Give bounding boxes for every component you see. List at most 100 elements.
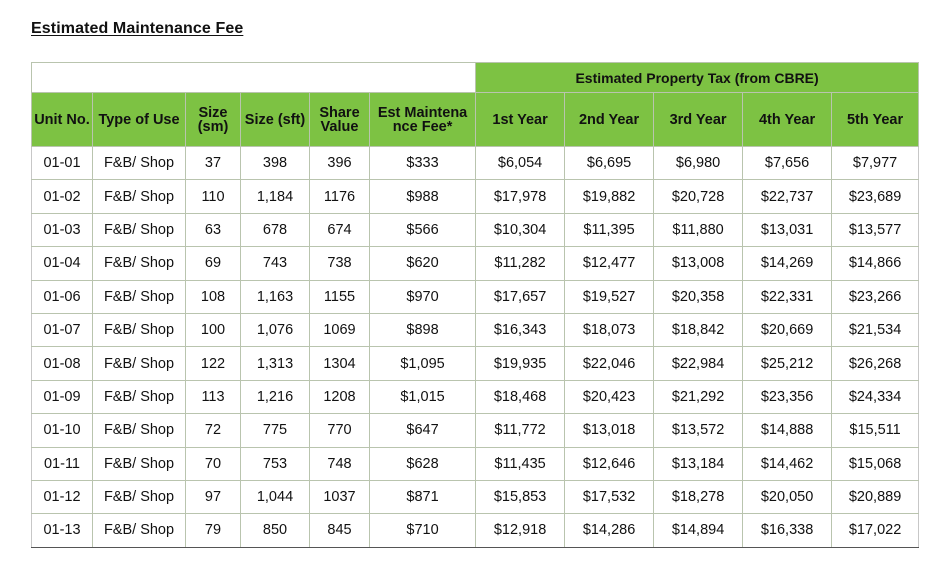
cell-2nd-year: $13,018 — [564, 413, 655, 448]
cell-2nd-year: $19,882 — [564, 179, 655, 214]
cell-1st-year: $11,282 — [475, 246, 566, 281]
cell-2nd-year: $12,477 — [564, 246, 655, 281]
cell-size-sm: 108 — [185, 279, 241, 314]
cell-share-value: 1176 — [309, 179, 370, 214]
cell-size-sft: 1,216 — [240, 379, 310, 415]
header-3rd-year: 3rd Year — [653, 92, 744, 147]
cell-share-value: 1155 — [309, 279, 370, 314]
cell-2nd-year: $22,046 — [564, 346, 655, 381]
cell-type: F&B/ Shop — [92, 179, 186, 214]
table-row: 01-13 F&B/ Shop 79 850 845 $710 $12,918 … — [31, 513, 920, 548]
cell-2nd-year: $17,532 — [564, 479, 655, 515]
cell-2nd-year: $18,073 — [564, 312, 655, 348]
cell-5th-year: $13,577 — [831, 212, 920, 248]
cell-4th-year: $20,669 — [742, 312, 833, 348]
cell-5th-year: $17,022 — [831, 513, 920, 548]
cell-5th-year: $23,689 — [831, 179, 920, 214]
cell-size-sm: 100 — [185, 312, 241, 348]
cell-1st-year: $19,935 — [475, 346, 566, 381]
cell-4th-year: $14,269 — [742, 246, 833, 281]
cell-3rd-year: $18,842 — [653, 312, 744, 348]
cell-1st-year: $10,304 — [475, 212, 566, 248]
cell-unit: 01-07 — [31, 312, 93, 348]
header-5th-year: 5th Year — [831, 92, 920, 147]
header-4th-year: 4th Year — [742, 92, 833, 147]
cell-unit: 01-08 — [31, 346, 93, 381]
cell-size-sft: 753 — [240, 446, 310, 481]
cell-unit: 01-03 — [31, 212, 93, 248]
cell-5th-year: $15,068 — [831, 446, 920, 481]
cell-5th-year: $7,977 — [831, 145, 920, 181]
cell-4th-year: $20,050 — [742, 479, 833, 515]
property-tax-group-header: Estimated Property Tax (from CBRE) — [475, 62, 920, 93]
table-row: 01-09 F&B/ Shop 113 1,216 1208 $1,015 $1… — [31, 379, 920, 415]
maintenance-fee-table: Estimated Property Tax (from CBRE) Unit … — [30, 62, 920, 548]
cell-5th-year: $21,534 — [831, 312, 920, 348]
cell-size-sft: 1,163 — [240, 279, 310, 314]
table-row: 01-02 F&B/ Shop 110 1,184 1176 $988 $17,… — [31, 179, 920, 214]
header-unit-no: Unit No. — [31, 92, 93, 147]
cell-type: F&B/ Shop — [92, 446, 186, 481]
cell-5th-year: $15,511 — [831, 413, 920, 448]
cell-est-fee: $620 — [368, 246, 477, 281]
document-title: Estimated Maintenance Fee — [31, 20, 244, 37]
cell-4th-year: $13,031 — [742, 212, 833, 248]
table-row: 01-08 F&B/ Shop 122 1,313 1304 $1,095 $1… — [31, 346, 920, 381]
cell-unit: 01-06 — [31, 279, 93, 314]
cell-share-value: 1069 — [309, 312, 370, 348]
cell-1st-year: $18,468 — [475, 379, 566, 415]
cell-1st-year: $11,772 — [475, 413, 566, 448]
cell-est-fee: $871 — [368, 479, 477, 515]
cell-type: F&B/ Shop — [92, 513, 186, 548]
cell-1st-year: $17,978 — [475, 179, 566, 214]
cell-2nd-year: $12,646 — [564, 446, 655, 481]
cell-est-fee: $1,095 — [368, 346, 477, 381]
cell-size-sft: 678 — [240, 212, 310, 248]
cell-size-sm: 69 — [185, 246, 241, 281]
cell-size-sft: 743 — [240, 246, 310, 281]
cell-size-sft: 775 — [240, 413, 310, 448]
cell-5th-year: $23,266 — [831, 279, 920, 314]
cell-3rd-year: $11,880 — [653, 212, 744, 248]
cell-3rd-year: $20,358 — [653, 279, 744, 314]
cell-est-fee: $1,015 — [368, 379, 477, 415]
cell-share-value: 674 — [309, 212, 370, 248]
cell-1st-year: $17,657 — [475, 279, 566, 314]
cell-size-sm: 70 — [185, 446, 241, 481]
cell-4th-year: $25,212 — [742, 346, 833, 381]
cell-type: F&B/ Shop — [92, 246, 186, 281]
header-size-sm: Size (sm) — [185, 92, 241, 147]
cell-share-value: 738 — [309, 246, 370, 281]
cell-2nd-year: $14,286 — [564, 513, 655, 548]
cell-2nd-year: $6,695 — [564, 145, 655, 181]
cell-4th-year: $16,338 — [742, 513, 833, 548]
table-row: 01-04 F&B/ Shop 69 743 738 $620 $11,282 … — [31, 246, 920, 281]
cell-3rd-year: $6,980 — [653, 145, 744, 181]
cell-1st-year: $12,918 — [475, 513, 566, 548]
cell-share-value: 396 — [309, 145, 370, 181]
cell-size-sft: 1,313 — [240, 346, 310, 381]
cell-est-fee: $898 — [368, 312, 477, 348]
cell-share-value: 1304 — [309, 346, 370, 381]
header-spacer — [30, 62, 477, 93]
cell-share-value: 748 — [309, 446, 370, 481]
cell-3rd-year: $14,894 — [653, 513, 744, 548]
cell-size-sm: 113 — [185, 379, 241, 415]
cell-type: F&B/ Shop — [92, 479, 186, 515]
cell-4th-year: $14,462 — [742, 446, 833, 481]
cell-unit: 01-12 — [31, 479, 93, 515]
cell-4th-year: $23,356 — [742, 379, 833, 415]
cell-share-value: 845 — [309, 513, 370, 548]
cell-1st-year: $11,435 — [475, 446, 566, 481]
cell-1st-year: $15,853 — [475, 479, 566, 515]
cell-3rd-year: $13,008 — [653, 246, 744, 281]
cell-unit: 01-02 — [31, 179, 93, 214]
cell-3rd-year: $21,292 — [653, 379, 744, 415]
header-2nd-year: 2nd Year — [564, 92, 655, 147]
header-share-value: Share Value — [309, 92, 370, 147]
cell-3rd-year: $18,278 — [653, 479, 744, 515]
cell-type: F&B/ Shop — [92, 145, 186, 181]
cell-size-sm: 37 — [185, 145, 241, 181]
cell-type: F&B/ Shop — [92, 312, 186, 348]
cell-4th-year: $22,331 — [742, 279, 833, 314]
